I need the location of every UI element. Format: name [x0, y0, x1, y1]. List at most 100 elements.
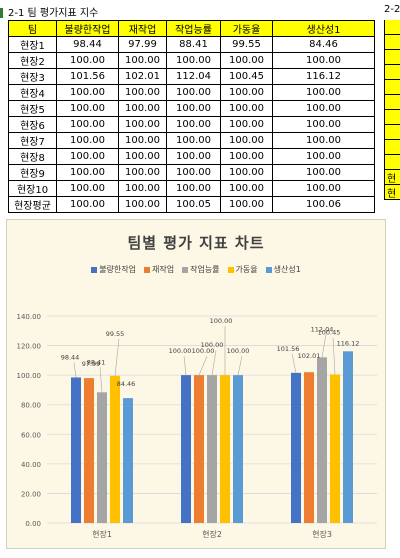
row-value-cell[interactable]: 100.05 — [166, 196, 221, 213]
adjacent-table-cell[interactable] — [384, 155, 400, 170]
row-value-cell[interactable]: 100.00 — [118, 100, 167, 117]
team-evaluation-chart[interactable]: 팀별 평가 지표 차트 불량한작업 재작업 작업능률 가동율 생산성1 0.00 20.0… — [6, 219, 386, 549]
data-label-leader — [321, 334, 327, 358]
row-value-cell[interactable]: 100.00 — [56, 196, 119, 213]
adjacent-table-cell[interactable] — [384, 65, 400, 80]
data-label: 100.00 — [169, 347, 192, 355]
row-value-cell[interactable]: 102.01 — [118, 68, 167, 85]
row-value-cell[interactable]: 99.55 — [220, 36, 273, 53]
adjacent-table-cell[interactable] — [384, 95, 400, 110]
row-value-cell[interactable]: 100.00 — [56, 132, 119, 149]
y-tick-label: 80.00 — [21, 402, 41, 410]
row-value-cell[interactable]: 100.00 — [56, 116, 119, 133]
table-row: 현장4 100.00 100.00 100.00 100.00 100.00 — [8, 84, 375, 101]
row-value-cell[interactable]: 100.00 — [272, 84, 375, 101]
row-value-cell[interactable]: 100.45 — [220, 68, 273, 85]
row-value-cell[interactable]: 100.00 — [166, 100, 221, 117]
header-rework[interactable]: 재작업 — [118, 20, 167, 37]
row-value-cell[interactable]: 100.00 — [166, 116, 221, 133]
row-value-cell[interactable]: 100.00 — [56, 100, 119, 117]
row-team-cell[interactable]: 현장7 — [8, 132, 57, 149]
row-value-cell[interactable]: 84.46 — [272, 36, 375, 53]
y-tick-label: 120.00 — [17, 343, 42, 351]
row-value-cell[interactable]: 112.04 — [166, 68, 221, 85]
row-value-cell[interactable]: 100.00 — [166, 180, 221, 197]
row-value-cell[interactable]: 100.00 — [166, 132, 221, 149]
row-value-cell[interactable]: 100.00 — [56, 164, 119, 181]
row-value-cell[interactable]: 100.00 — [118, 132, 167, 149]
header-work-efficiency[interactable]: 작업능률 — [166, 20, 221, 37]
adjacent-table-cell[interactable] — [384, 80, 400, 95]
header-productivity[interactable]: 생산성1 — [272, 20, 375, 37]
row-value-cell[interactable]: 100.00 — [56, 52, 119, 69]
row-value-cell[interactable]: 100.00 — [56, 180, 119, 197]
header-defect-work[interactable]: 불량한작업 — [56, 20, 119, 37]
row-value-cell[interactable]: 100.00 — [272, 116, 375, 133]
row-value-cell[interactable]: 100.00 — [118, 180, 167, 197]
x-category-label: 현장3 — [312, 529, 332, 539]
adjacent-table-cell[interactable] — [384, 110, 400, 125]
row-value-cell[interactable]: 100.00 — [272, 100, 375, 117]
data-label: 102.01 — [298, 352, 321, 360]
row-value-cell[interactable]: 100.00 — [166, 148, 221, 165]
row-value-cell[interactable]: 100.00 — [220, 84, 273, 101]
row-value-cell[interactable]: 88.41 — [166, 36, 221, 53]
sheet-title: 2-1 팀 평가지표 지수 — [8, 8, 99, 19]
bar — [291, 372, 301, 523]
adjacent-table-cell[interactable] — [384, 125, 400, 140]
row-team-cell[interactable]: 현장9 — [8, 164, 57, 181]
row-team-cell[interactable]: 현장3 — [8, 68, 57, 85]
row-value-cell[interactable]: 100.00 — [220, 100, 273, 117]
row-value-cell[interactable]: 100.00 — [272, 148, 375, 165]
row-value-cell[interactable]: 100.00 — [118, 148, 167, 165]
row-value-cell[interactable]: 98.44 — [56, 36, 119, 53]
data-label: 97.99 — [82, 360, 101, 368]
row-team-cell[interactable]: 현장10 — [8, 180, 57, 197]
row-value-cell[interactable]: 100.00 — [56, 84, 119, 101]
adjacent-table-cell[interactable] — [384, 35, 400, 50]
row-value-cell[interactable]: 100.00 — [220, 196, 273, 213]
row-value-cell[interactable]: 100.00 — [166, 52, 221, 69]
row-value-cell[interactable]: 100.00 — [272, 132, 375, 149]
data-label: 88.41 — [87, 358, 106, 366]
adjacent-table-cell[interactable]: 현 — [384, 185, 400, 200]
row-value-cell[interactable]: 100.00 — [272, 180, 375, 197]
data-label: 100.00 — [201, 341, 224, 349]
row-value-cell[interactable]: 100.00 — [56, 148, 119, 165]
adjacent-table-cell[interactable]: 현 — [384, 170, 400, 185]
row-value-cell[interactable]: 100.00 — [272, 164, 375, 181]
row-value-cell[interactable]: 100.00 — [118, 52, 167, 69]
row-team-cell[interactable]: 현장4 — [8, 84, 57, 101]
row-value-cell[interactable]: 101.56 — [56, 68, 119, 85]
header-operation-rate[interactable]: 가동율 — [220, 20, 273, 37]
adjacent-table-cell[interactable] — [384, 20, 400, 35]
y-tick-label: 60.00 — [21, 431, 41, 439]
row-value-cell[interactable]: 100.00 — [272, 52, 375, 69]
row-value-cell[interactable]: 100.00 — [220, 132, 273, 149]
header-team[interactable]: 팀 — [8, 20, 57, 37]
row-value-cell[interactable]: 100.00 — [118, 164, 167, 181]
row-value-cell[interactable]: 100.00 — [166, 164, 221, 181]
row-team-cell[interactable]: 현장1 — [8, 36, 57, 53]
row-value-cell[interactable]: 100.00 — [118, 84, 167, 101]
row-value-cell[interactable]: 100.06 — [272, 196, 375, 213]
row-value-cell[interactable]: 100.00 — [118, 196, 167, 213]
row-value-cell[interactable]: 100.00 — [220, 148, 273, 165]
adjacent-table-cell[interactable] — [384, 140, 400, 155]
legend-swatch — [182, 266, 189, 273]
row-team-cell[interactable]: 현장평균 — [8, 196, 57, 213]
row-value-cell[interactable]: 97.99 — [118, 36, 167, 53]
row-value-cell[interactable]: 100.00 — [166, 84, 221, 101]
bar — [343, 351, 353, 523]
row-value-cell[interactable]: 116.12 — [272, 68, 375, 85]
adjacent-table-cell[interactable] — [384, 50, 400, 65]
row-value-cell[interactable]: 100.00 — [220, 164, 273, 181]
row-team-cell[interactable]: 현장8 — [8, 148, 57, 165]
row-team-cell[interactable]: 현장5 — [8, 100, 57, 117]
row-value-cell[interactable]: 100.00 — [220, 116, 273, 133]
row-team-cell[interactable]: 현장2 — [8, 52, 57, 69]
row-value-cell[interactable]: 100.00 — [220, 180, 273, 197]
row-value-cell[interactable]: 100.00 — [118, 116, 167, 133]
row-team-cell[interactable]: 현장6 — [8, 116, 57, 133]
row-value-cell[interactable]: 100.00 — [220, 52, 273, 69]
